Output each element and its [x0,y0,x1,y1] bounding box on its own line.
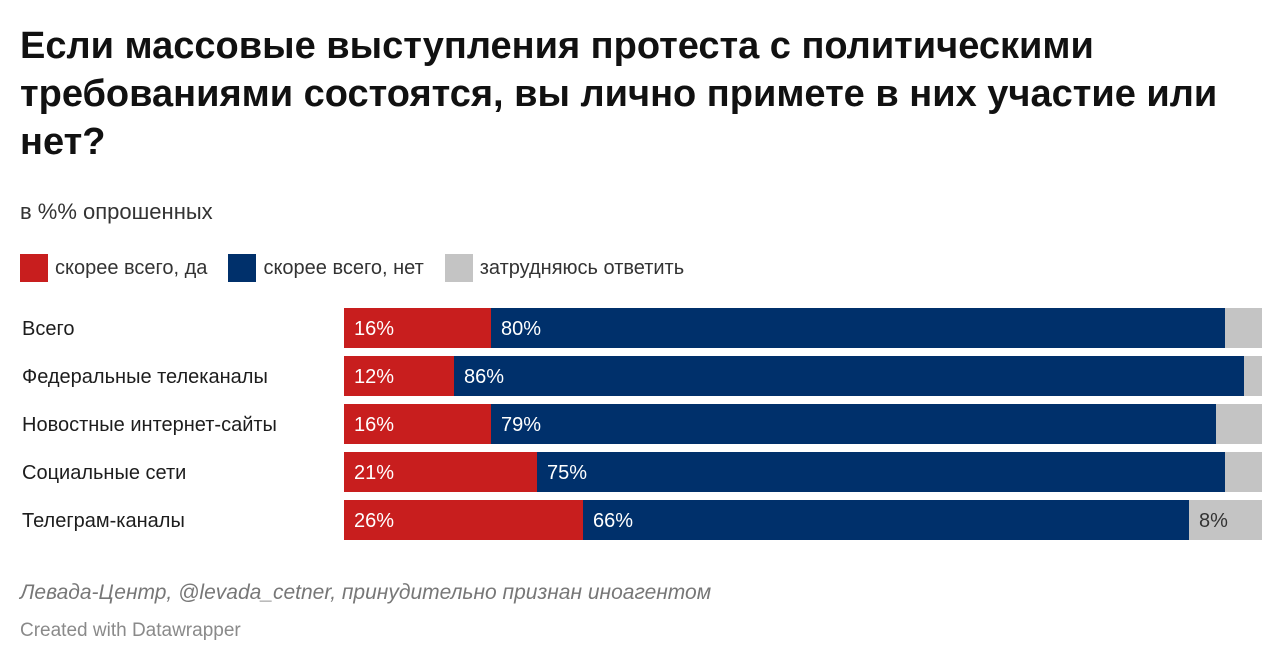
bar-segment-unsure [1189,500,1262,540]
data-label-yes: 21% [354,462,394,484]
legend-label-no: скорее всего, нет [263,256,424,279]
data-label-no: 75% [547,462,587,484]
category-label: Новостные интернет-сайты [22,414,277,436]
category-label: Всего [22,318,74,340]
data-label-no: 79% [501,414,541,436]
bar-row: Всего 16% 80% [22,308,1262,348]
category-label: Федеральные телеканалы [22,366,268,388]
data-label-no: 80% [501,318,541,340]
chart-subtitle: в %% опрошенных [20,199,213,224]
legend-swatch-no [228,254,257,282]
bar-segment-unsure [1225,308,1262,348]
bar-row: Федеральные телеканалы 12% 86% [22,356,1262,396]
legend-item-no: скорее всего, нет [228,254,424,282]
bar-row: Социальные сети 21% 75% [22,452,1262,492]
legend-label-unsure: затрудняюсь ответить [479,256,685,279]
bar-segment-yes [344,404,491,444]
bar-segment-no [491,404,1216,444]
data-label-no: 86% [464,366,504,388]
legend-item-unsure: затрудняюсь ответить [444,254,685,282]
bar-segment-yes [344,308,491,348]
data-label-no: 66% [593,510,633,532]
chart-title: Если массовые выступления протеста с пол… [20,25,1218,163]
legend: скорее всего, да скорее всего, нет затру… [20,254,705,282]
bar-segment-yes [344,500,583,540]
bar-segment-unsure [1225,452,1262,492]
data-label-yes: 16% [354,318,394,340]
bar-segment-no [454,356,1244,396]
data-label-yes: 12% [354,366,394,388]
legend-label-yes: скорее всего, да [55,256,208,279]
bar-segment-no [537,452,1225,492]
bar-segment-yes [344,356,454,396]
data-label-yes: 26% [354,510,394,532]
category-label: Телеграм-каналы [22,510,185,532]
bar-segment-no [491,308,1225,348]
footer-credit: Created with Datawrapper [20,620,241,641]
category-label: Социальные сети [22,462,186,484]
bar-segment-unsure [1244,356,1262,396]
bar-segment-unsure [1216,404,1262,444]
data-label-unsure: 8% [1199,510,1228,532]
legend-item-yes: скорее всего, да [20,254,207,282]
legend-swatch-yes [20,254,48,282]
bar-row: Новостные интернет-сайты 16% 79% [22,404,1262,444]
bar-segment-no [583,500,1189,540]
bar-row: Телеграм-каналы 26% 66% 8% [22,500,1262,540]
data-label-yes: 16% [354,414,394,436]
bar-segment-yes [344,452,537,492]
footer-source: Левада-Центр, @levada_cetner, принудител… [20,581,712,604]
legend-swatch-unsure [444,254,473,282]
